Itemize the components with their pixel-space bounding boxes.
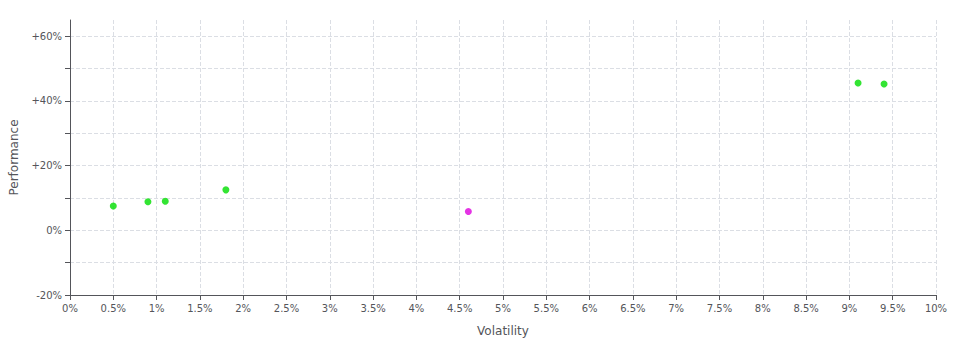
- svg-text:5.5%: 5.5%: [534, 303, 559, 314]
- svg-text:5%: 5%: [495, 303, 511, 314]
- svg-text:2%: 2%: [235, 303, 251, 314]
- svg-text:9%: 9%: [841, 303, 857, 314]
- svg-text:8%: 8%: [755, 303, 771, 314]
- svg-text:Volatility: Volatility: [477, 324, 529, 338]
- svg-text:4.5%: 4.5%: [447, 303, 472, 314]
- svg-text:1.5%: 1.5%: [187, 303, 212, 314]
- svg-text:-20%: -20%: [36, 290, 62, 301]
- svg-text:0%: 0%: [62, 303, 78, 314]
- svg-text:8.5%: 8.5%: [793, 303, 818, 314]
- svg-text:2.5%: 2.5%: [274, 303, 299, 314]
- svg-text:6%: 6%: [582, 303, 598, 314]
- svg-text:1%: 1%: [149, 303, 165, 314]
- svg-text:10%: 10%: [925, 303, 947, 314]
- svg-text:7%: 7%: [668, 303, 684, 314]
- svg-text:Performance: Performance: [7, 119, 21, 195]
- svg-text:0%: 0%: [46, 225, 62, 236]
- svg-text:+40%: +40%: [31, 95, 62, 106]
- svg-text:+20%: +20%: [31, 160, 62, 171]
- svg-text:+60%: +60%: [31, 31, 62, 42]
- svg-text:6.5%: 6.5%: [620, 303, 645, 314]
- svg-text:3%: 3%: [322, 303, 338, 314]
- svg-text:7.5%: 7.5%: [707, 303, 732, 314]
- svg-text:9.5%: 9.5%: [880, 303, 905, 314]
- svg-text:0.5%: 0.5%: [101, 303, 126, 314]
- svg-text:3.5%: 3.5%: [360, 303, 385, 314]
- svg-text:4%: 4%: [408, 303, 424, 314]
